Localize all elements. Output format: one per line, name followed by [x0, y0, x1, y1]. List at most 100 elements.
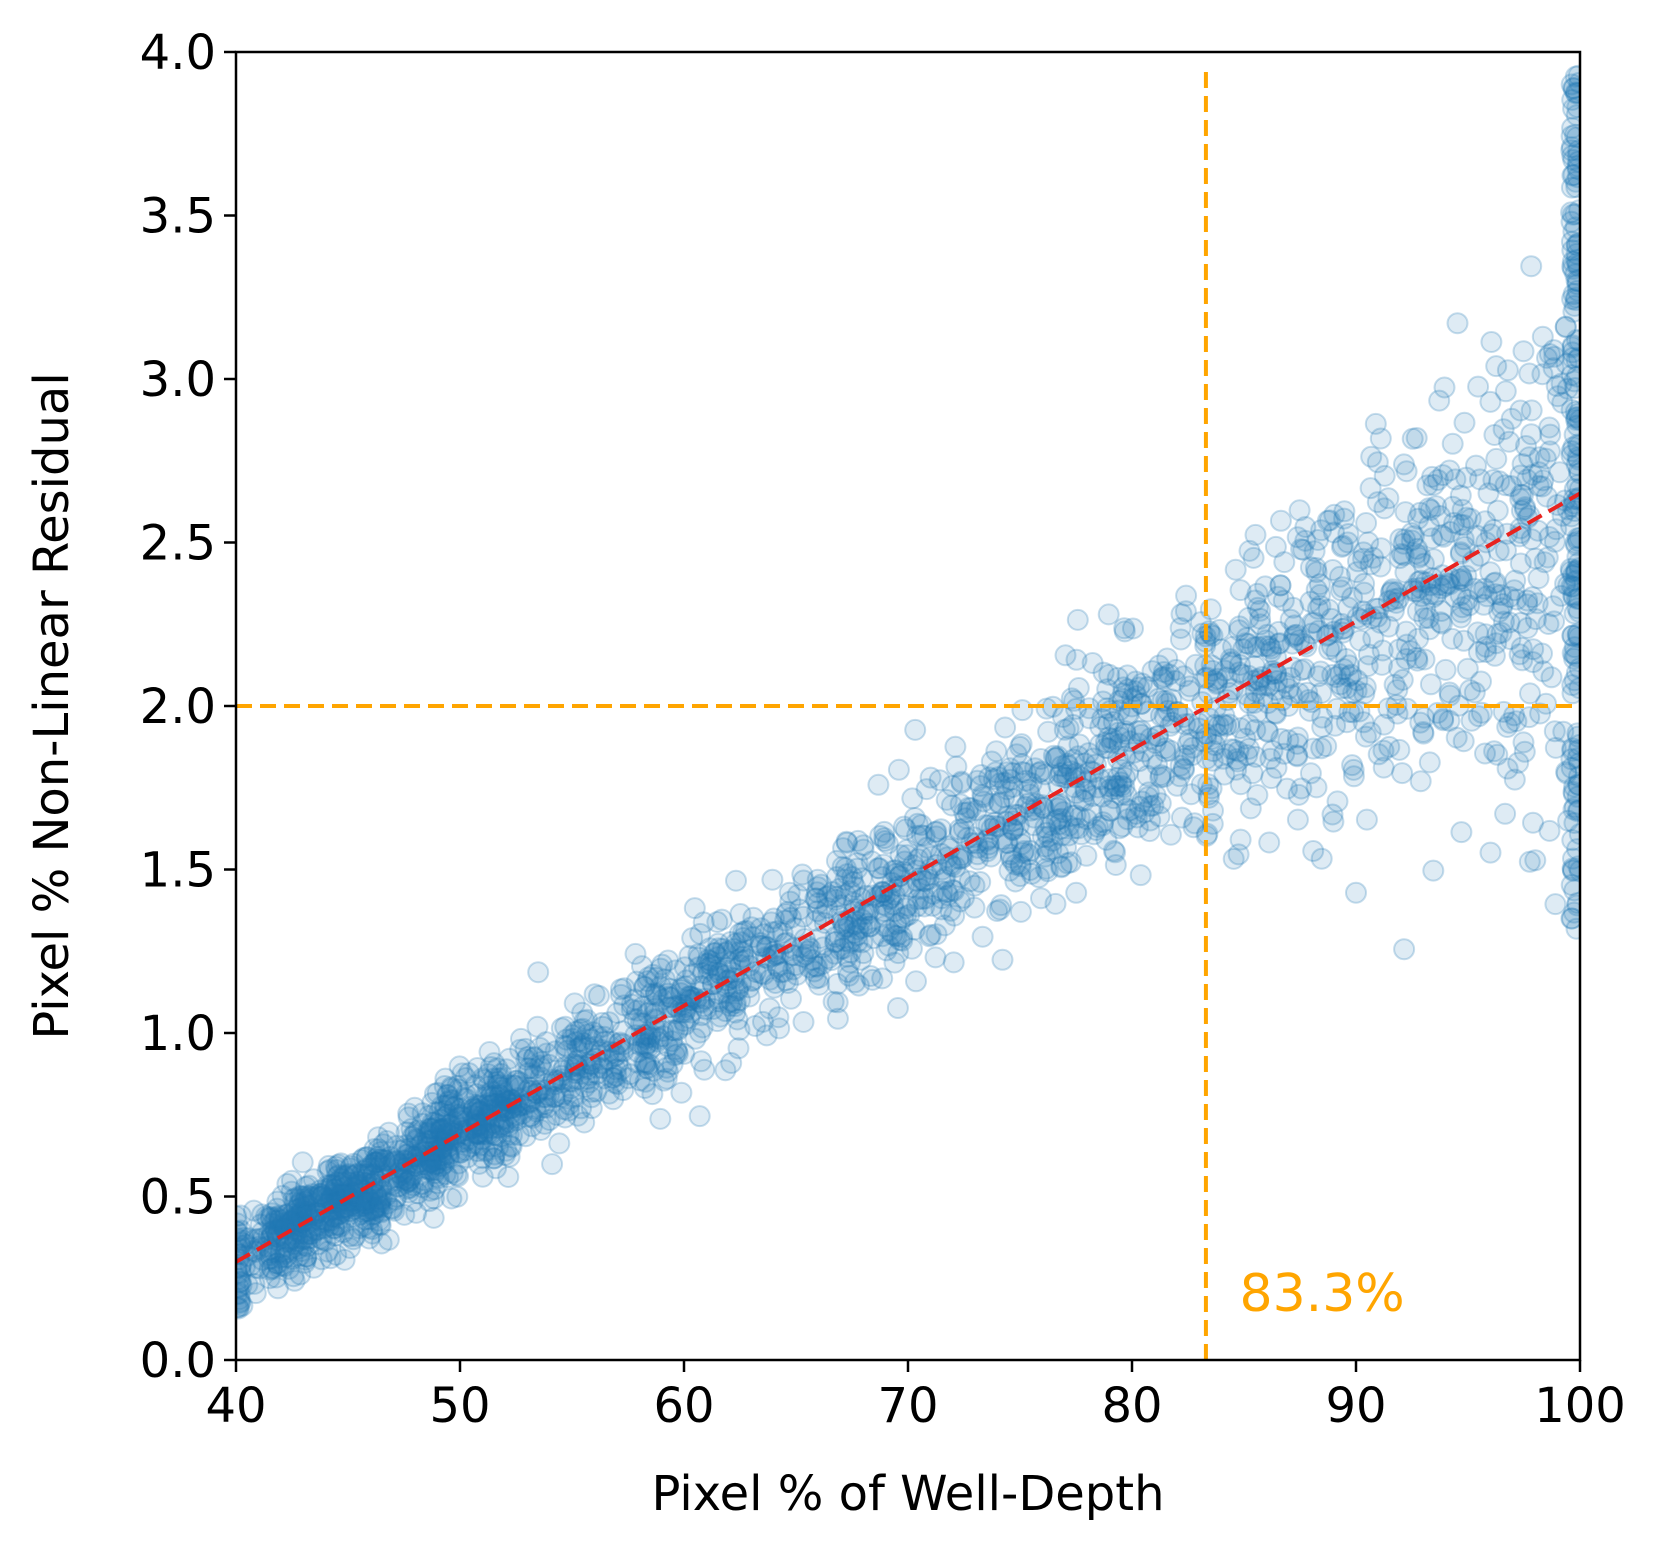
- scatter-point: [666, 1040, 689, 1063]
- scatter-point: [786, 884, 809, 906]
- scatter-point: [265, 1266, 288, 1289]
- scatter-point: [1099, 768, 1122, 791]
- scatter-point: [311, 1184, 334, 1207]
- scatter-point: [634, 1036, 656, 1059]
- scatter-point: [605, 1064, 628, 1087]
- scatter-point: [1216, 666, 1238, 689]
- scatter-point: [1524, 547, 1547, 570]
- x-tick-label: 50: [429, 1378, 490, 1434]
- scatter-point: [323, 1217, 346, 1240]
- scatter-point: [689, 1021, 711, 1044]
- scatter-point: [945, 755, 968, 778]
- scatter-point: [1495, 539, 1517, 562]
- scatter-point: [1330, 535, 1353, 558]
- scatter-point: [363, 1197, 386, 1220]
- scatter-point: [1074, 780, 1097, 803]
- scatter-point: [918, 925, 941, 948]
- scatter-point: [1009, 827, 1032, 850]
- scatter-point: [735, 919, 757, 942]
- scatter-point: [816, 897, 839, 919]
- scatter-point: [1052, 801, 1075, 824]
- scatter-point: [323, 1178, 346, 1201]
- scatter-point: [497, 1074, 520, 1097]
- scatter-point: [732, 926, 755, 949]
- scatter-point: [725, 869, 747, 892]
- scatter-point: [1074, 778, 1097, 801]
- scatter-point: [771, 921, 794, 944]
- scatter-point: [832, 837, 855, 860]
- scatter-point: [1049, 793, 1072, 816]
- scatter-point: [432, 1149, 455, 1172]
- scatter-point: [1036, 839, 1059, 862]
- scatter-point: [355, 1146, 378, 1169]
- scatter-point: [1512, 731, 1535, 754]
- x-tick-label: 70: [877, 1378, 938, 1434]
- scatter-point: [423, 1082, 446, 1105]
- scatter-point: [1394, 528, 1417, 551]
- scatter-point: [361, 1153, 384, 1176]
- scatter-point: [1356, 655, 1379, 678]
- scatter-point: [1053, 718, 1076, 741]
- scatter-point: [871, 866, 894, 888]
- scatter-point: [1538, 819, 1561, 842]
- scatter-point: [1438, 573, 1461, 596]
- scatter-point: [426, 1081, 449, 1104]
- scatter-point: [1037, 825, 1060, 848]
- scatter-point: [990, 894, 1013, 917]
- scatter-point: [831, 855, 854, 878]
- scatter-point: [1281, 632, 1304, 655]
- scatter-point: [586, 1025, 609, 1048]
- scatter-point: [1305, 776, 1328, 799]
- scatter-point: [426, 1113, 449, 1136]
- scatter-point: [792, 1011, 815, 1033]
- scatter-point: [484, 1084, 507, 1107]
- scatter-point: [728, 1018, 751, 1041]
- scatter-point: [944, 856, 967, 878]
- x-tick-label: 90: [1325, 1378, 1386, 1434]
- scatter-point: [1102, 710, 1125, 733]
- scatter-point: [1044, 892, 1067, 915]
- scatter-point: [469, 1100, 492, 1123]
- scatter-point: [882, 893, 904, 916]
- scatter-point: [1299, 762, 1322, 785]
- scatter-point: [910, 814, 933, 836]
- scatter-point: [281, 1210, 304, 1233]
- scatter-point: [1057, 717, 1080, 740]
- scatter-point: [453, 1130, 476, 1153]
- scatter-point: [949, 793, 972, 816]
- scatter-point: [1346, 561, 1368, 584]
- scatter-point: [495, 1058, 518, 1081]
- scatter-point: [972, 786, 994, 809]
- scatter-point: [330, 1174, 353, 1197]
- scatter-point: [1246, 635, 1269, 658]
- scatter-point: [807, 876, 829, 899]
- scatter-point: [1106, 666, 1129, 689]
- scatter-point: [633, 975, 656, 998]
- scatter-point: [1065, 648, 1088, 671]
- scatter-point: [1556, 377, 1579, 400]
- scatter-point: [1035, 821, 1058, 844]
- scatter-point: [810, 873, 833, 896]
- scatter-point: [553, 1098, 576, 1121]
- scatter-point: [673, 1042, 696, 1065]
- scatter-point: [914, 887, 937, 910]
- scatter-point: [661, 1030, 684, 1053]
- scatter-point: [709, 1005, 732, 1028]
- scatter-point: [1307, 529, 1329, 551]
- scatter-point: [1206, 667, 1229, 690]
- scatter-point: [839, 941, 862, 964]
- scatter-point: [1413, 648, 1436, 671]
- scatter-point: [283, 1227, 306, 1250]
- scatter-point: [471, 1165, 494, 1188]
- scatter-point: [1357, 643, 1380, 666]
- scatter-point: [411, 1102, 434, 1125]
- scatter-point: [580, 1097, 603, 1120]
- scatter-point: [266, 1252, 289, 1275]
- scatter-point: [1372, 756, 1395, 779]
- scatter-point: [505, 1109, 528, 1132]
- scatter-point: [602, 1066, 625, 1089]
- scatter-point: [573, 1111, 596, 1134]
- scatter-point: [1560, 748, 1580, 771]
- scatter-point: [1395, 648, 1418, 670]
- scatter-point: [1166, 774, 1188, 797]
